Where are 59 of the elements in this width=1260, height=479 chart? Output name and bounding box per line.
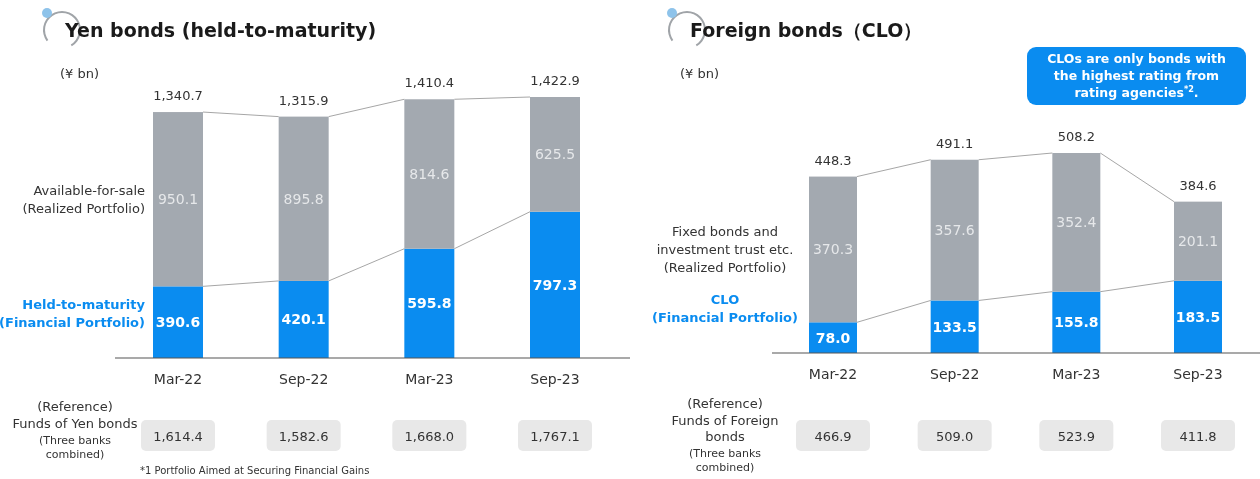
- data-label: 625.5: [534, 146, 576, 163]
- y-axis-title: (¥ bn): [60, 66, 100, 81]
- x-tick-label: Mar-22: [153, 371, 203, 387]
- text: *1 Portfolio Aimed at Securing Financial Gains: [140, 465, 370, 476]
- series-label: CLO (Financial Portfolio): [652, 291, 798, 325]
- text: 1,582.6: [278, 428, 329, 444]
- text: 1,668.0: [404, 428, 455, 444]
- x-tick-label: Sep-22: [930, 366, 980, 382]
- data-label: 133.5: [932, 318, 977, 335]
- total-label: 1,340.7: [153, 88, 203, 104]
- y-axis-title: (¥ bn): [680, 66, 720, 81]
- text: CLOs are only bonds with the highest rating from rating agencies$^{*2}$.: [1047, 51, 1226, 101]
- text: 466.9: [814, 428, 852, 444]
- total-label: 1,410.4: [404, 75, 455, 91]
- total-label: 491.1: [936, 135, 974, 151]
- text: (Reference) Funds of Foreign bonds: [671, 396, 779, 445]
- data-label: 797.3: [532, 276, 578, 293]
- data-label: 78.0: [815, 329, 851, 346]
- chart-title: Foreign bonds（CLO）: [690, 19, 923, 41]
- data-label: 183.5: [1175, 308, 1221, 325]
- bar: [404, 248, 455, 358]
- total-label: 1,315.9: [278, 92, 329, 108]
- x-tick-label: Mar-23: [1052, 366, 1101, 382]
- x-tick-label: Mar-23: [405, 371, 454, 387]
- data-label: 595.8: [407, 295, 452, 312]
- data-label: 201.1: [1177, 233, 1219, 250]
- bar: [530, 211, 580, 358]
- data-label: 155.8: [1054, 314, 1099, 331]
- x-tick-label: Sep-23: [1173, 366, 1223, 382]
- text: 509.0: [936, 428, 974, 444]
- chart-title: Yen bonds (held-to-maturity): [64, 19, 377, 41]
- data-label: 370.3: [812, 241, 854, 258]
- series-label: Available-for-sale (Realized Portfolio): [22, 182, 145, 216]
- total-label: 448.3: [814, 152, 852, 168]
- data-label: 814.6: [409, 165, 450, 182]
- x-tick-label: Sep-23: [530, 371, 580, 387]
- series-label: Held-to-maturity (Financial Portfolio): [0, 296, 146, 330]
- text: 411.8: [1179, 428, 1217, 444]
- text: (Three banks combined): [38, 433, 112, 461]
- data-label: 950.1: [157, 191, 199, 208]
- data-label: 357.6: [934, 222, 975, 238]
- data-label: 420.1: [281, 311, 326, 328]
- series-label: Fixed bonds and investment trust etc. (Realized Portfolio): [656, 223, 794, 275]
- x-tick-label: Sep-22: [279, 371, 329, 387]
- data-label: 390.6: [155, 314, 201, 331]
- total-label: 1,422.9: [530, 73, 580, 88]
- bar: [153, 286, 203, 358]
- text: (Three banks combined): [688, 446, 762, 474]
- text: 1,767.1: [530, 428, 580, 444]
- bar: [278, 280, 329, 358]
- text: 1,614.4: [153, 428, 203, 444]
- x-tick-label: Mar-22: [808, 366, 858, 382]
- bar: [1174, 280, 1222, 353]
- total-label: 508.2: [1057, 129, 1095, 144]
- data-label: 895.8: [283, 190, 324, 207]
- text: (Reference) Funds of Yen bonds: [12, 399, 138, 431]
- text: 523.9: [1057, 428, 1095, 444]
- data-label: 352.4: [1056, 214, 1097, 231]
- total-label: 384.6: [1179, 177, 1217, 193]
